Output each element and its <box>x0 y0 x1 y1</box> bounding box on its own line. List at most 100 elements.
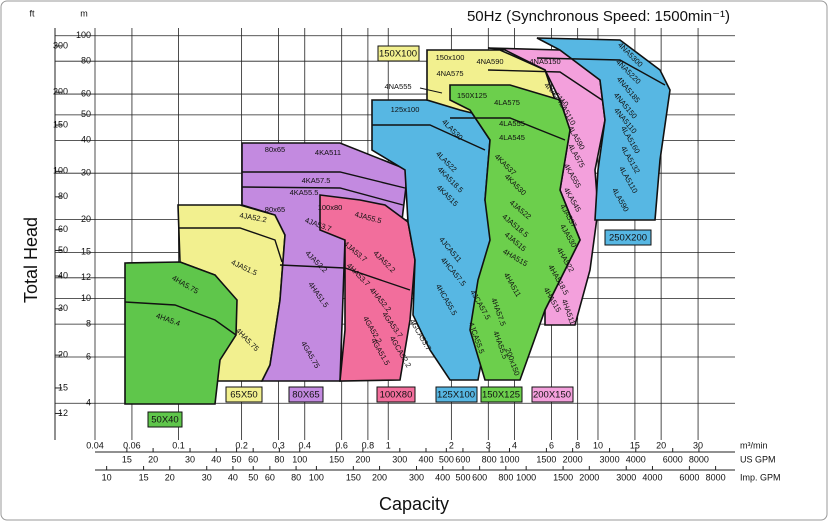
region-label: 4NA555 <box>384 82 411 91</box>
region-label: 4KA57.5 <box>302 176 331 185</box>
x2-tick-label: 8000 <box>689 454 709 464</box>
x2-tick-label: 50 <box>232 454 242 464</box>
x2-tick-label: 600 <box>455 454 470 464</box>
x-tick-label: 4 <box>512 440 517 450</box>
x-tick-label: 0.4 <box>298 440 311 450</box>
y-tick-label: 40 <box>81 135 91 145</box>
x3-tick-label: 4000 <box>642 472 662 482</box>
x3-tick-label: 2000 <box>579 472 599 482</box>
region-label: 4KA511 <box>315 148 341 157</box>
x-tick-label: 2 <box>449 440 454 450</box>
x2-tick-label: 800 <box>482 454 497 464</box>
region <box>449 84 581 381</box>
x3-tick-label: 30 <box>202 472 212 482</box>
y2-tick-label: 20 <box>58 349 68 359</box>
x3-tick-label: 500 <box>456 472 471 482</box>
region-label: 80x65 <box>265 205 285 214</box>
x2-tick-label: 6000 <box>663 454 683 464</box>
x3-tick-label: 800 <box>498 472 513 482</box>
group-box <box>435 386 478 403</box>
y2-tick-label: 12 <box>58 408 68 418</box>
x-tick-label: 20 <box>656 440 666 450</box>
region-label: 4LA575 <box>494 98 520 107</box>
y-tick-label: 100 <box>76 30 91 40</box>
group-labels: 50X40 65X50 80X65 100X80 125X100 150X125… <box>147 45 652 428</box>
group-label: 50X40 <box>151 415 178 426</box>
group-box <box>377 45 420 62</box>
curve <box>178 227 283 263</box>
x2-tick-label: 150 <box>329 454 344 464</box>
x2-tick-label: 1000 <box>499 454 519 464</box>
x3-tick-label: 8000 <box>706 472 726 482</box>
curve <box>242 171 406 189</box>
x2-tick-label: 15 <box>122 454 132 464</box>
region-label: 100x80 <box>318 203 343 212</box>
chart-title: 50Hz (Synchronous Speed: 1500min⁻¹) <box>467 8 730 25</box>
region-label: 4LA555 <box>499 119 525 128</box>
x2-tick-label: 30 <box>185 454 195 464</box>
y2-tick-label: 40 <box>58 270 68 280</box>
x2-tick-label: 2000 <box>563 454 583 464</box>
y-tick-label: 15 <box>81 247 91 257</box>
x-tick-label: 0.2 <box>235 440 248 450</box>
y2-tick-label: 150 <box>53 119 68 129</box>
x3-tick-label: 300 <box>409 472 424 482</box>
x3-tick-label: 80 <box>291 472 301 482</box>
y-tick-label: 80 <box>81 56 91 66</box>
y-axis-title: Total Head <box>21 217 41 303</box>
x-tick-label: 0.3 <box>272 440 285 450</box>
curve <box>487 69 603 101</box>
x-tick-label: 0.1 <box>172 440 185 450</box>
region-label: 125x100 <box>391 105 420 114</box>
y-tick-label: 8 <box>86 319 91 329</box>
regions <box>124 37 671 405</box>
x2-tick-label: 60 <box>248 454 258 464</box>
group-label: 125X100 <box>437 390 475 401</box>
y2-tick-label: 15 <box>58 382 68 392</box>
region-label: 4NA5150 <box>529 57 560 66</box>
x2-tick-label: 20 <box>148 454 158 464</box>
region-label: 150X125 <box>457 91 487 100</box>
region <box>319 194 416 382</box>
y-tick-label: 6 <box>86 351 91 361</box>
x3-tick-label: 20 <box>165 472 175 482</box>
curve <box>450 117 566 141</box>
x3-tick-label: 6000 <box>679 472 699 482</box>
region-label: 4NA575 <box>436 69 463 78</box>
x2-tick-label: 80 <box>274 454 284 464</box>
y2-tick-label: 50 <box>58 245 68 255</box>
x-tick-label: 30 <box>693 440 703 450</box>
region-label: 150x100 <box>436 53 465 62</box>
x3-tick-label: 100 <box>309 472 324 482</box>
y2-tick-label: 80 <box>58 191 68 201</box>
x2-unit: US GPM <box>740 454 776 464</box>
group-box <box>225 386 263 403</box>
x-axis-title: Capacity <box>379 494 449 514</box>
y-tick-label: 30 <box>81 168 91 178</box>
x3-tick-label: 200 <box>372 472 387 482</box>
x-tick-label: 0.06 <box>123 440 141 450</box>
y-tick-label: 10 <box>81 293 91 303</box>
x3-tick-label: 15 <box>139 472 149 482</box>
curve <box>372 124 486 151</box>
x-tick-label: 10 <box>593 440 603 450</box>
x3-tick-label: 1000 <box>516 472 536 482</box>
leader-line <box>419 87 443 94</box>
y2-tick-label: 60 <box>58 224 68 234</box>
y2-tick-label: 30 <box>58 303 68 313</box>
x3-tick-label: 50 <box>248 472 258 482</box>
region-label: 80x65 <box>265 145 285 154</box>
x3-tick-label: 600 <box>472 472 487 482</box>
region <box>536 37 671 221</box>
x2-tick-label: 300 <box>392 454 407 464</box>
x3-tick-label: 60 <box>265 472 275 482</box>
curve <box>124 301 237 336</box>
group-box <box>147 411 183 428</box>
group-label: 250X200 <box>609 233 647 244</box>
x-tick-label: 15 <box>630 440 640 450</box>
x2-tick-label: 400 <box>418 454 433 464</box>
group-label: 200X150 <box>533 390 571 401</box>
x-unit: m³/min <box>740 440 768 450</box>
